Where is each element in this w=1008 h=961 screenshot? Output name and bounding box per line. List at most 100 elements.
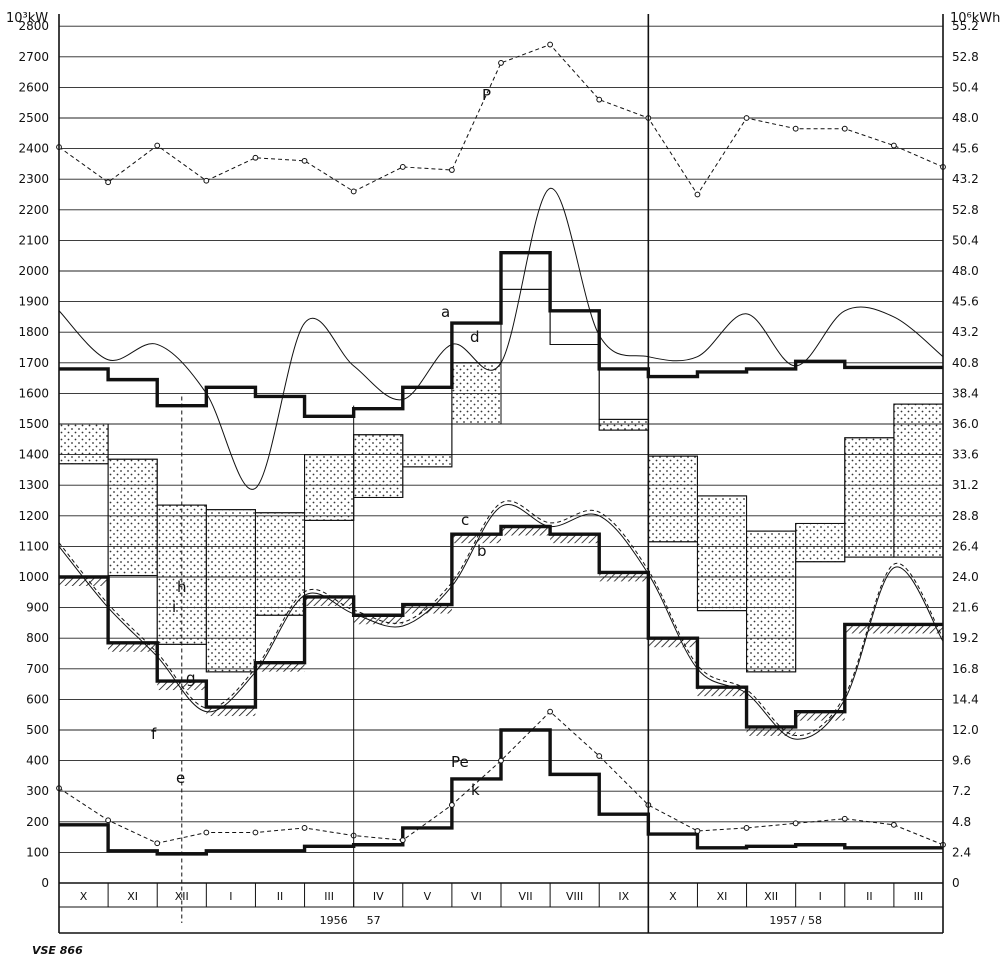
month-label: III: [324, 890, 334, 903]
left-tick-label: 1300: [18, 478, 49, 492]
hatch-segment: [206, 707, 256, 717]
left-tick-label: 2600: [18, 80, 49, 94]
left-tick-label: 100: [26, 845, 49, 859]
left-tick-label: 1600: [18, 386, 49, 400]
frame: [58, 14, 944, 934]
hatch-segment: [108, 642, 158, 652]
hatch-segment: [59, 577, 109, 586]
series-label-a: a: [441, 303, 450, 321]
month-label: III: [914, 890, 924, 903]
series-k-step-line: [59, 728, 943, 856]
series-p-point: [743, 115, 750, 121]
series-p-point: [498, 60, 504, 66]
left-tick-label: 200: [26, 815, 49, 829]
left-tick-label: 1400: [18, 448, 49, 462]
right-tick-label: 21.6: [952, 601, 979, 615]
hatch-segment: [697, 687, 747, 697]
right-tick-label: 19.2: [952, 631, 979, 645]
hatch-segment: [795, 711, 845, 721]
series-p-point: [399, 164, 406, 170]
right-tick-label: 14.4: [952, 692, 979, 706]
right-tick-label: 4.8: [952, 815, 971, 829]
hatch-segment: [746, 726, 796, 736]
series-p-point: [596, 96, 603, 103]
hatch-segment: [353, 615, 403, 625]
series-pe-point: [743, 825, 750, 831]
hatch-segment: [501, 526, 551, 536]
right-tick-label: 0: [952, 876, 960, 890]
series-pe-point: [105, 817, 112, 824]
series-pe-point: [792, 820, 799, 827]
dotted-band-segment: [254, 512, 306, 616]
series-p-line: [58, 43, 944, 196]
dotted-band-segment: [304, 454, 355, 521]
period-label: 1956: [320, 914, 348, 927]
month-label: VIII: [566, 890, 583, 903]
shaded-bands: [58, 362, 944, 673]
left-tick-label: 2100: [18, 233, 49, 247]
series-label-h: h: [177, 578, 187, 596]
series-pe-point: [890, 821, 897, 828]
right-tick-label: 38.4: [952, 386, 979, 400]
right-axis-ticks: 0 2.4 4.8 7.2 9.6 12.0 14.4 16.8 19.2 21.6 24.0 26.…: [952, 19, 979, 890]
right-axis-unit: 10⁶kWh: [950, 11, 1000, 26]
series-label-d: d: [470, 328, 480, 346]
right-tick-label: 50.4: [952, 233, 979, 247]
series-pe-point: [154, 840, 161, 847]
right-tick-label: 50.4: [952, 80, 979, 94]
right-tick-label: 36.0: [952, 417, 979, 431]
right-tick-label: 40.8: [952, 356, 979, 370]
left-tick-label: 1800: [18, 325, 49, 339]
month-label: X: [669, 890, 677, 903]
left-tick-label: 400: [26, 754, 49, 768]
right-tick-label: 31.2: [952, 478, 979, 492]
series-p-point: [841, 125, 848, 132]
month-label: II: [866, 890, 873, 903]
left-tick-label: 900: [26, 601, 49, 615]
period-label: 1957 / 58: [769, 914, 822, 927]
right-tick-label: 48.0: [952, 264, 979, 278]
series-p-point: [154, 142, 161, 149]
hatch-segment: [893, 624, 943, 634]
hatch-segment: [451, 534, 501, 544]
left-axis-unit: 10³kW: [6, 11, 48, 26]
month-label: IV: [373, 890, 384, 903]
left-tick-label: 600: [26, 692, 49, 706]
series-pe-point: [448, 802, 455, 808]
dotted-band-segment: [598, 418, 649, 431]
month-label: II: [277, 890, 284, 903]
series-pe-point: [547, 708, 554, 715]
left-tick-label: 0: [41, 876, 49, 890]
hatch-segment: [599, 572, 649, 582]
dotted-band-segment: [746, 530, 797, 673]
series-p-point: [448, 167, 455, 173]
left-tick-label: 2300: [18, 172, 49, 186]
left-tick-label: 2200: [18, 203, 49, 217]
hatch-segment: [550, 534, 600, 544]
left-tick-label: 500: [26, 723, 49, 737]
series-pe-point: [596, 753, 603, 759]
hatch-segment: [255, 662, 305, 672]
month-label: XI: [717, 890, 728, 903]
dotted-band-segment: [696, 495, 748, 612]
right-tick-label: 9.6: [952, 754, 971, 768]
left-tick-label: 1100: [18, 539, 49, 553]
dotted-band-segment: [107, 458, 158, 576]
series-c-curve: [58, 504, 944, 740]
left-tick-label: 1200: [18, 509, 49, 523]
series-label-f: f: [151, 725, 157, 743]
left-tick-label: 2700: [18, 50, 49, 64]
month-label: VI: [471, 890, 482, 903]
month-label: X: [80, 890, 88, 903]
left-tick-label: 800: [26, 631, 49, 645]
series-label-g: g: [186, 669, 196, 687]
left-tick-label: 2800: [18, 19, 49, 33]
right-tick-label: 52.8: [952, 203, 979, 217]
series-p-point: [890, 142, 897, 149]
right-tick-label: 12.0: [952, 723, 979, 737]
series-pe-point: [301, 825, 308, 831]
series-pe-point: [694, 828, 701, 834]
series-layer: [56, 41, 946, 923]
month-label: I: [229, 890, 232, 903]
